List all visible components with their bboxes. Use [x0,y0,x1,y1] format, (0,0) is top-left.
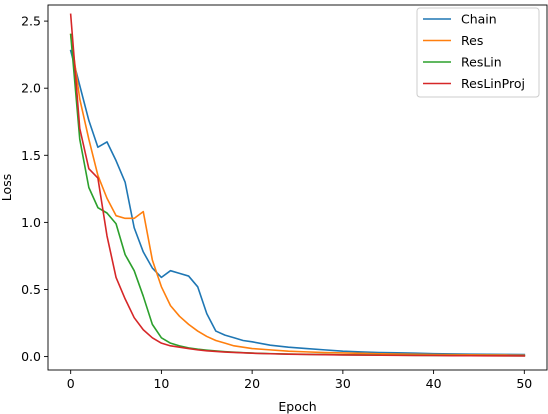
axes-frame [47,4,548,371]
legend-label-res: Res [461,33,483,48]
series-line-reslinproj [69,13,526,357]
plot-area [69,13,526,357]
y-tick-label: 0.5 [21,282,41,297]
y-tick-label: 2.0 [21,81,41,96]
axes: 0 10 20 30 40 50 0.0 0.5 1.0 1.5 2.0 2.5 [21,4,548,391]
x-tick-label: 10 [153,376,169,391]
x-tick-label: 40 [426,376,442,391]
legend-label-reslinproj: ResLinProj [461,76,525,91]
x-tick-label: 30 [335,376,351,391]
series-line-chain [69,49,526,356]
x-tick-label: 20 [244,376,260,391]
y-tick-label: 0.0 [21,349,41,364]
y-tick-label: 1.0 [21,215,41,230]
y-tick-label: 1.5 [21,148,41,163]
x-tick-label: 50 [516,376,532,391]
y-tick-label: 2.5 [21,14,41,29]
legend-box [416,7,540,98]
legend-label-chain: Chain [461,12,497,27]
series-line-res [69,33,526,357]
x-tick-label: 0 [67,376,75,391]
y-axis-label: Loss [0,174,14,201]
x-axis-label: Epoch [278,399,316,414]
legend: Chain Res ResLin ResLinProj [416,7,540,98]
legend-label-reslin: ResLin [461,55,502,70]
